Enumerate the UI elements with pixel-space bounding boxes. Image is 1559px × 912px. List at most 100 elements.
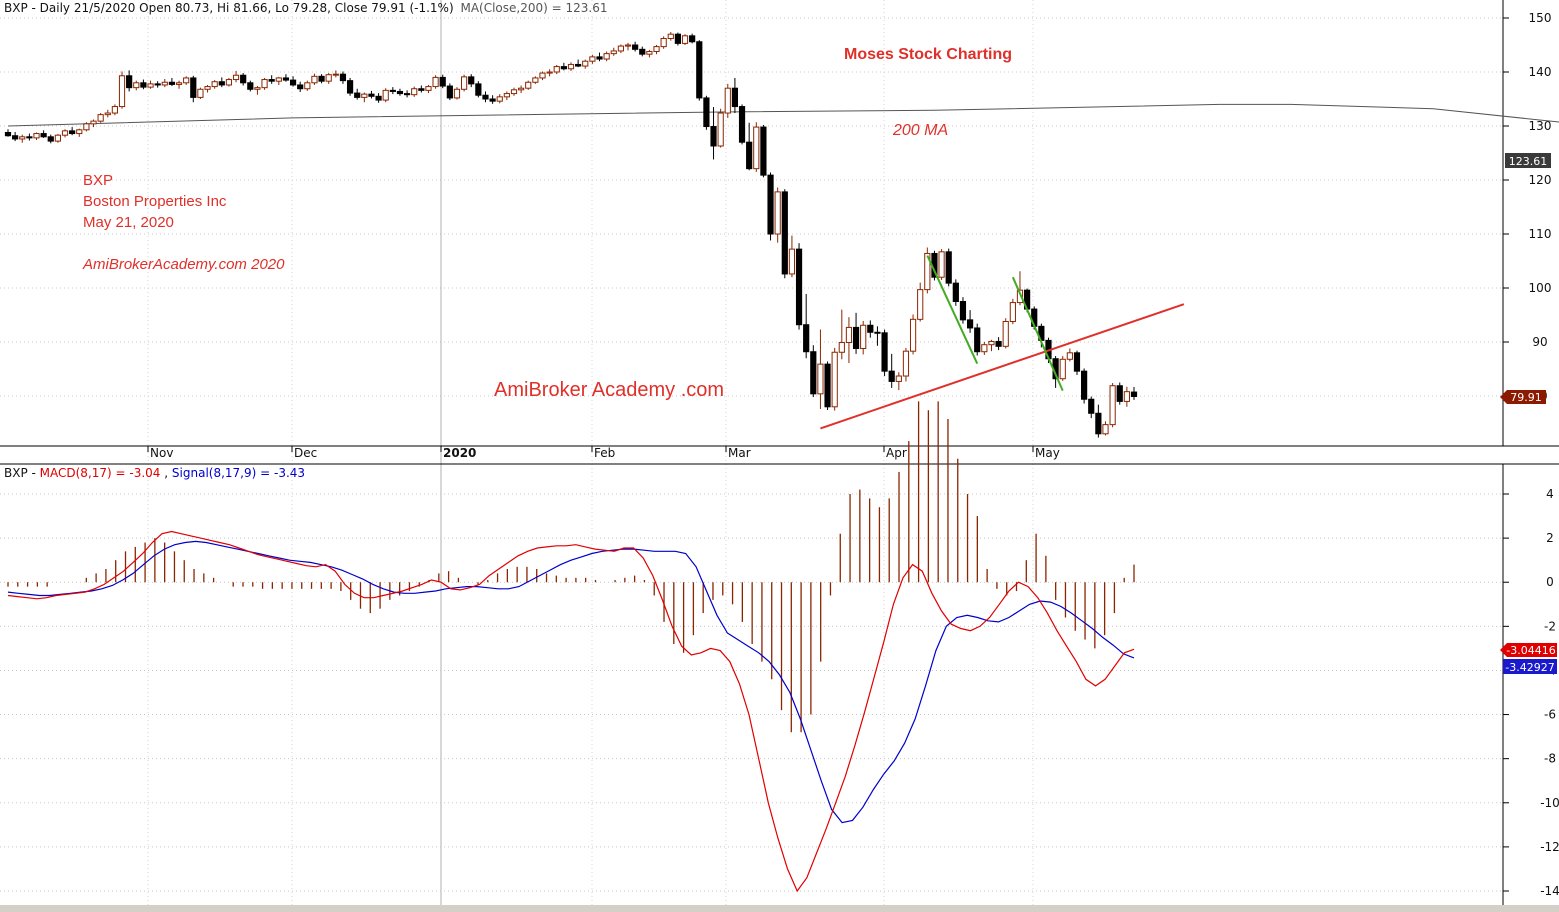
candle [1066,348,1073,362]
annotations: Moses Stock Charting 200 MA BXP Boston P… [82,46,1012,401]
candle [952,279,959,306]
ma200-line [7,103,1559,127]
candle [140,79,147,90]
price-axis[interactable]: 1501401301201101009080 [1503,11,1551,403]
candle-body [610,50,617,55]
candle-body [589,56,596,62]
candle [724,83,731,118]
candle [917,282,924,322]
candle [1116,382,1123,405]
candle-body [988,340,995,346]
svg-text:123.61: 123.61 [1509,155,1548,168]
candle [104,109,111,118]
candle [632,41,639,52]
candle-body [40,133,47,138]
candle-body [161,81,168,86]
macd-grid [0,493,1503,892]
candle-body [838,342,845,353]
candle-body [268,79,275,82]
candle-body [575,63,582,67]
candle [795,243,803,330]
candle [1016,271,1024,306]
candle [810,345,817,398]
candle-body [325,74,332,82]
candle [924,247,931,294]
candle-body [696,41,703,99]
candle-body [860,324,867,349]
macd-tick-label: -14 [1540,884,1559,898]
candle [496,94,503,104]
candle-body [468,76,475,85]
candle [268,75,275,84]
candle-body [232,74,240,81]
svg-text:-3.42927: -3.42927 [1505,661,1554,674]
candle-body [902,350,910,377]
month-label-dec: Dec [294,446,317,460]
candle-body [831,351,838,408]
candle [1059,356,1066,381]
candle [439,74,446,89]
candle [389,87,396,95]
candle-body [518,87,525,91]
candle [1109,383,1116,428]
candle-body [1081,370,1088,400]
candle [938,249,945,280]
candle-body [895,375,902,382]
candle [332,70,339,78]
macd-tick-label: -10 [1540,796,1559,810]
candle [674,32,681,46]
candle [995,337,1002,351]
macd-axis[interactable]: 420-2-4-6-8-10-12-14 [1503,487,1559,898]
candle [1095,404,1102,438]
candle-body [867,324,874,333]
candle [803,293,810,359]
candle [874,326,881,346]
macd-legend: MACD(8,17) = -3.04 [40,466,161,480]
candle-body [824,363,831,408]
candle [354,88,361,100]
candle [653,45,660,55]
candle [183,76,190,85]
month-labels: Nov Dec 2020 Feb Mar Apr May [150,446,1060,460]
candle [475,81,482,98]
candle [489,95,496,104]
company-annotation: Boston Properties Inc [83,193,227,210]
candle-body [845,326,853,344]
candle [375,93,382,103]
candle-body [496,96,503,102]
candle-body [332,73,339,76]
month-ticks [147,0,1034,905]
candle-body [1123,391,1130,402]
macd-line [7,530,1135,893]
candle [981,342,988,355]
candle [461,74,468,92]
candle [83,122,90,132]
candle [852,312,860,354]
candle [703,95,710,130]
candle [197,87,204,99]
candle-body [966,319,974,329]
macd-series [7,530,1135,893]
month-label-feb: Feb [594,446,615,460]
ma200-annotation: 200 MA [892,122,948,139]
candle-body [924,252,931,291]
green-trendline [1011,276,1064,392]
candle-body [254,87,261,90]
candle-body [218,81,225,86]
moses-annotation: Moses Stock Charting [844,46,1012,63]
candle-body [525,81,532,89]
sheet-tabs-strip[interactable] [0,905,1559,912]
candle-body [945,251,952,284]
red-trendline [820,303,1185,430]
candle [639,46,646,57]
candle-body [76,129,83,135]
candle-body [795,248,803,326]
candle-body [446,85,453,99]
candle [1102,421,1109,436]
month-label-nov: Nov [150,446,173,460]
candle-body [717,112,724,147]
candle-body [803,324,810,353]
candle-body [361,93,368,98]
candle [403,90,411,98]
candle-body [175,82,183,85]
